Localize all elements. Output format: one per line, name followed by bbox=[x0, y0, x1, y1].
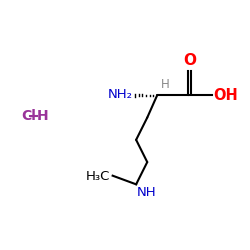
Text: OH: OH bbox=[214, 88, 238, 103]
Text: O: O bbox=[183, 53, 196, 68]
Text: Cl: Cl bbox=[21, 109, 36, 123]
Text: NH₂: NH₂ bbox=[108, 88, 132, 101]
Text: H: H bbox=[37, 109, 49, 123]
Text: H: H bbox=[161, 78, 170, 91]
Text: H₃C: H₃C bbox=[86, 170, 110, 183]
Text: NH: NH bbox=[137, 186, 156, 199]
